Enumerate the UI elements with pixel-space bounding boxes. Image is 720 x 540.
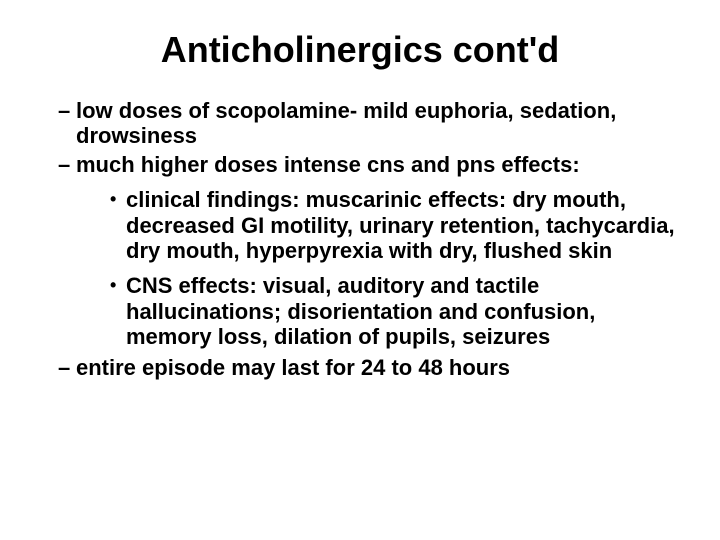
dot-icon: • xyxy=(110,273,126,349)
bullet-text: CNS effects: visual, auditory and tactil… xyxy=(126,273,680,349)
slide-title: Anticholinergics cont'd xyxy=(40,30,680,70)
bullet-text: entire episode may last for 24 to 48 hou… xyxy=(76,355,680,380)
bullet-lvl1: – low doses of scopolamine- mild euphori… xyxy=(58,98,680,149)
dash-icon: – xyxy=(58,355,76,380)
bullet-text: much higher doses intense cns and pns ef… xyxy=(76,152,680,177)
bullet-text: clinical findings: muscarinic effects: d… xyxy=(126,187,680,263)
slide-content: – low doses of scopolamine- mild euphori… xyxy=(40,98,680,381)
bullet-lvl2: • clinical findings: muscarinic effects:… xyxy=(110,187,680,263)
dash-icon: – xyxy=(58,152,76,177)
bullet-lvl1: – much higher doses intense cns and pns … xyxy=(58,152,680,177)
bullet-text: low doses of scopolamine- mild euphoria,… xyxy=(76,98,680,149)
slide: Anticholinergics cont'd – low doses of s… xyxy=(0,0,720,540)
dash-icon: – xyxy=(58,98,76,149)
bullet-lvl1: – entire episode may last for 24 to 48 h… xyxy=(58,355,680,380)
dot-icon: • xyxy=(110,187,126,263)
bullet-lvl2: • CNS effects: visual, auditory and tact… xyxy=(110,273,680,349)
